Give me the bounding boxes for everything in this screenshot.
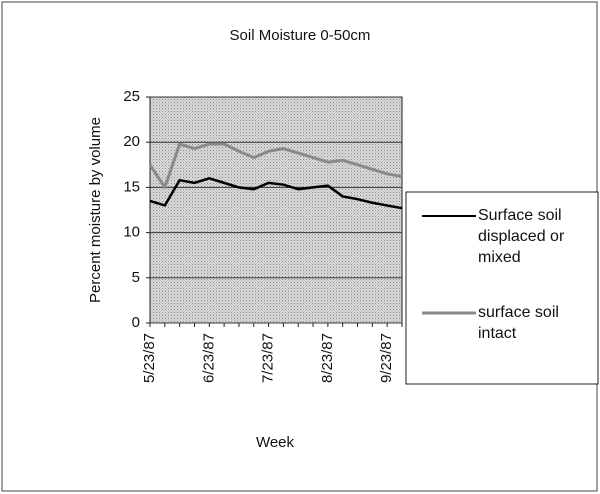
y-tick-label: 15 xyxy=(123,178,140,195)
x-tick-label: 5/23/87 xyxy=(141,333,158,383)
x-tick-label: 8/23/87 xyxy=(319,333,336,383)
y-axis-label: Percent moisture by volume xyxy=(87,117,104,303)
y-tick-label: 25 xyxy=(123,88,140,105)
legend-label: surface soil intact xyxy=(478,304,559,342)
x-axis-label: Week xyxy=(256,434,295,451)
legend-box xyxy=(405,191,599,385)
x-tick-label: 7/23/87 xyxy=(260,333,277,383)
x-tick-label: 6/23/87 xyxy=(200,333,217,383)
y-tick-label: 5 xyxy=(132,269,140,286)
legend-label: Surface soil displaced or mixed xyxy=(478,207,565,266)
y-tick-label: 0 xyxy=(132,314,140,331)
x-tick-label: 9/23/87 xyxy=(378,333,395,383)
series-line xyxy=(149,177,403,210)
chart-title: Soil Moisture 0-50cm xyxy=(230,27,371,44)
y-tick-label: 10 xyxy=(123,224,140,241)
y-tick-label: 20 xyxy=(123,133,140,150)
plot-area xyxy=(149,96,403,324)
series-line xyxy=(148,142,403,189)
